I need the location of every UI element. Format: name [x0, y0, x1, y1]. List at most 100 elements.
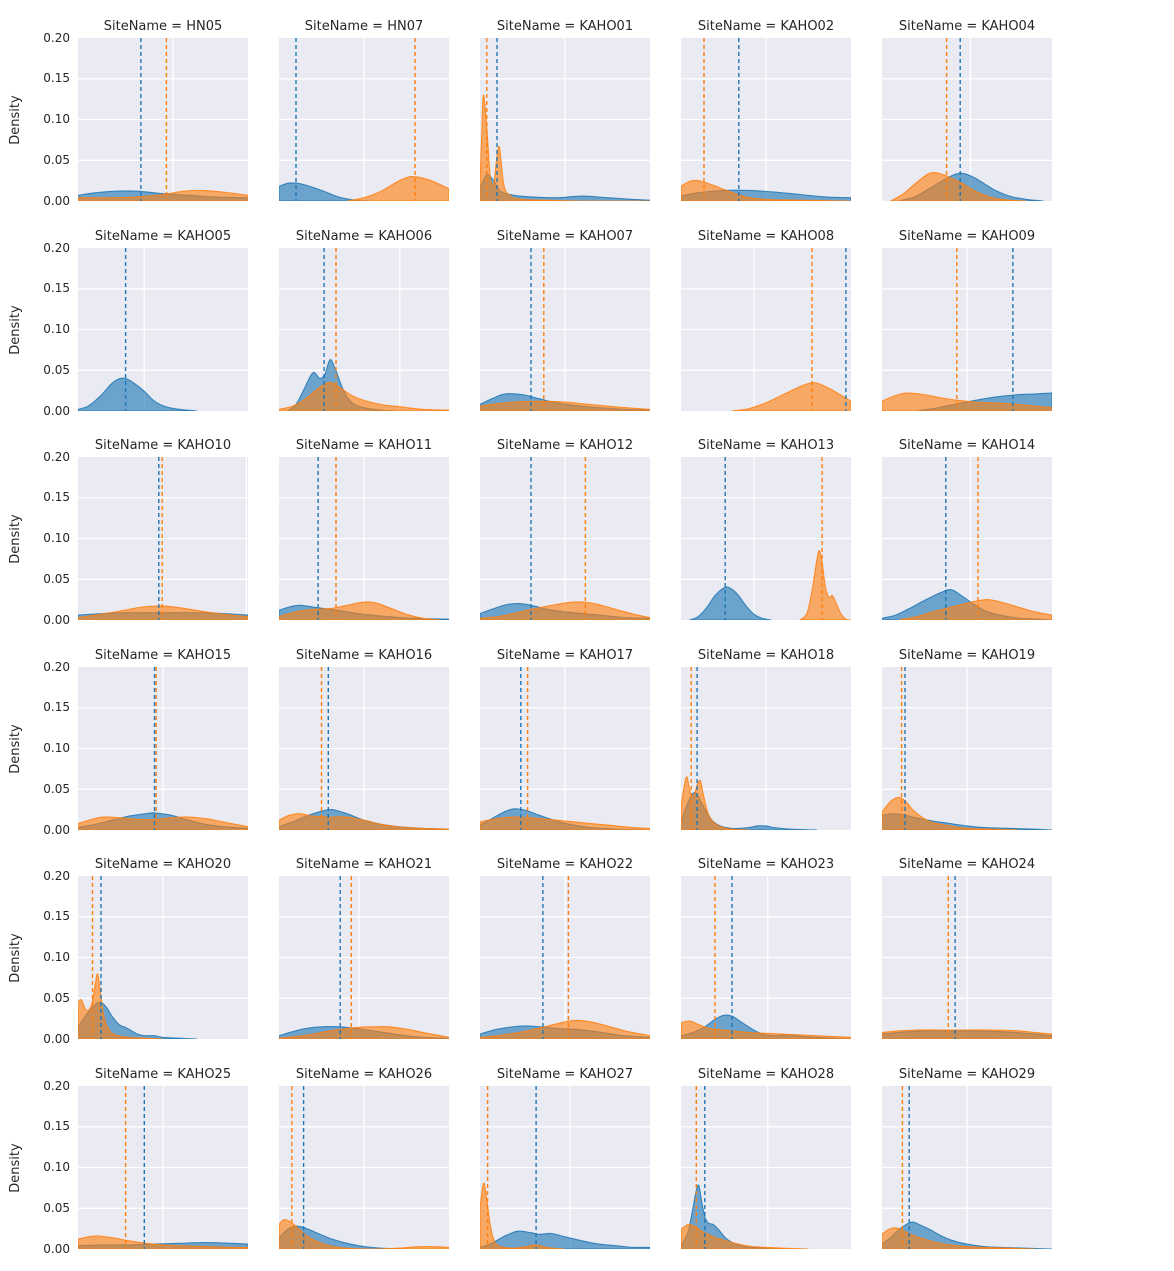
ytick-label: 0.00 — [43, 1241, 70, 1256]
kde-curve-orange — [346, 176, 449, 201]
ytick-label: 0.20 — [43, 659, 70, 674]
ytick-label: 0.10 — [43, 950, 70, 964]
facet-title-KAHO09: SiteName = KAHO09 — [898, 229, 1036, 244]
kde-curve-orange — [681, 1223, 809, 1249]
facet-plot-KAHO08 — [681, 248, 851, 411]
facet-title-KAHO08: SiteName = KAHO08 — [697, 229, 835, 244]
facet-plot-KAHO19 — [882, 667, 1052, 830]
facet-plot-KAHO05 — [78, 248, 248, 411]
facet-title-HN05: SiteName = HN05 — [103, 19, 223, 34]
facet-plot-KAHO13 — [681, 457, 851, 620]
kde-curve-orange — [890, 171, 1027, 201]
facet-plot-KAHO07 — [480, 248, 650, 411]
ytick-label: 0.10 — [43, 531, 70, 545]
facet-plot-KAHO09 — [882, 248, 1052, 411]
ytick-label: 0.15 — [43, 71, 70, 86]
kde-curve-orange — [731, 381, 851, 411]
facet-plot-KAHO23 — [681, 876, 851, 1039]
facet-title-KAHO24: SiteName = KAHO24 — [898, 857, 1036, 872]
kde-curve-blue — [78, 377, 198, 411]
facet-title-KAHO04: SiteName = KAHO04 — [898, 19, 1036, 34]
y-axis-label: Density — [8, 304, 23, 355]
kde-curve-orange — [78, 605, 248, 620]
facet-plot-KAHO25 — [78, 1086, 248, 1249]
ytick-label: 0.15 — [43, 281, 70, 296]
ytick-label: 0.05 — [43, 152, 70, 167]
facet-title-HN07: SiteName = HN07 — [304, 19, 424, 34]
facet-title-KAHO05: SiteName = KAHO05 — [94, 229, 232, 244]
facet-title-KAHO12: SiteName = KAHO12 — [496, 438, 634, 453]
facet-title-KAHO13: SiteName = KAHO13 — [697, 438, 835, 453]
y-axis-label: Density — [8, 1142, 23, 1193]
kde-curve-orange — [480, 816, 650, 830]
kde-curve-orange — [279, 1026, 449, 1039]
facet-title-KAHO18: SiteName = KAHO18 — [697, 648, 835, 663]
facet-plot-KAHO29 — [882, 1086, 1052, 1249]
facet-title-KAHO15: SiteName = KAHO15 — [94, 648, 232, 663]
kde-curve-orange — [882, 796, 1019, 830]
ytick-label: 0.20 — [43, 240, 70, 255]
kde-curve-orange — [681, 1020, 851, 1039]
facet-title-KAHO11: SiteName = KAHO11 — [295, 438, 433, 453]
ytick-label: 0.20 — [43, 449, 70, 464]
facet-title-KAHO16: SiteName = KAHO16 — [295, 648, 433, 663]
facet-plot-KAHO02 — [681, 38, 851, 201]
kde-curve-blue — [689, 586, 772, 620]
facet-title-KAHO27: SiteName = KAHO27 — [496, 1067, 634, 1082]
ytick-label: 0.20 — [43, 868, 70, 883]
facet-plot-KAHO20 — [78, 876, 248, 1039]
facet-title-KAHO28: SiteName = KAHO28 — [697, 1067, 835, 1082]
kde-curve-orange — [78, 816, 248, 830]
ytick-label: 0.20 — [43, 30, 70, 45]
facet-plot-KAHO18 — [681, 667, 851, 830]
facet-plot-KAHO17 — [480, 667, 650, 830]
facet-title-KAHO14: SiteName = KAHO14 — [898, 438, 1036, 453]
kde-curve-blue — [480, 1230, 650, 1249]
kde-curve-orange — [681, 179, 851, 201]
facet-title-KAHO29: SiteName = KAHO29 — [898, 1067, 1036, 1082]
facet-plot-HN05 — [78, 38, 248, 201]
kde-curve-orange — [78, 189, 248, 201]
facet-title-KAHO20: SiteName = KAHO20 — [94, 857, 232, 872]
ytick-label: 0.15 — [43, 700, 70, 715]
facet-title-KAHO17: SiteName = KAHO17 — [496, 648, 634, 663]
kde-curve-orange — [882, 1029, 1052, 1039]
kde-curve-orange — [279, 1219, 449, 1249]
kde-curve-orange — [279, 381, 449, 411]
ytick-label: 0.00 — [43, 612, 70, 627]
ytick-label: 0.00 — [43, 1031, 70, 1046]
y-axis-label: Density — [8, 932, 23, 983]
facet-plot-KAHO21 — [279, 876, 449, 1039]
ytick-label: 0.10 — [43, 1160, 70, 1174]
ytick-label: 0.05 — [43, 1200, 70, 1215]
ytick-label: 0.10 — [43, 741, 70, 755]
ytick-label: 0.15 — [43, 1119, 70, 1134]
facet-title-KAHO01: SiteName = KAHO01 — [496, 19, 634, 34]
facet-plot-KAHO06 — [279, 248, 449, 411]
facet-title-KAHO21: SiteName = KAHO21 — [295, 857, 433, 872]
kde-curve-orange — [882, 1227, 1036, 1249]
ytick-label: 0.10 — [43, 322, 70, 336]
facet-title-KAHO19: SiteName = KAHO19 — [898, 648, 1036, 663]
ytick-label: 0.00 — [43, 822, 70, 837]
kde-curve-orange — [898, 599, 1052, 620]
facet-title-KAHO26: SiteName = KAHO26 — [295, 1067, 433, 1082]
facet-plot-KAHO04 — [882, 38, 1052, 201]
kde-curve-orange — [681, 776, 750, 830]
ytick-label: 0.05 — [43, 362, 70, 377]
facet-plot-KAHO26 — [279, 1086, 449, 1249]
facet-title-KAHO25: SiteName = KAHO25 — [94, 1067, 232, 1082]
facet-plot-KAHO27 — [480, 1086, 650, 1249]
facet-plot-KAHO24 — [882, 876, 1052, 1039]
kde-curve-orange — [78, 1235, 248, 1249]
y-axis-label: Density — [8, 94, 23, 145]
facet-plot-KAHO16 — [279, 667, 449, 830]
facet-title-KAHO06: SiteName = KAHO06 — [295, 229, 433, 244]
facet-plot-KAHO22 — [480, 876, 650, 1039]
facet-plot-KAHO10 — [78, 457, 248, 620]
ytick-label: 0.00 — [43, 193, 70, 208]
kde-curve-orange — [279, 601, 441, 620]
kde-curve-orange — [480, 601, 650, 620]
facet-title-KAHO22: SiteName = KAHO22 — [496, 857, 634, 872]
facet-title-KAHO10: SiteName = KAHO10 — [94, 438, 232, 453]
